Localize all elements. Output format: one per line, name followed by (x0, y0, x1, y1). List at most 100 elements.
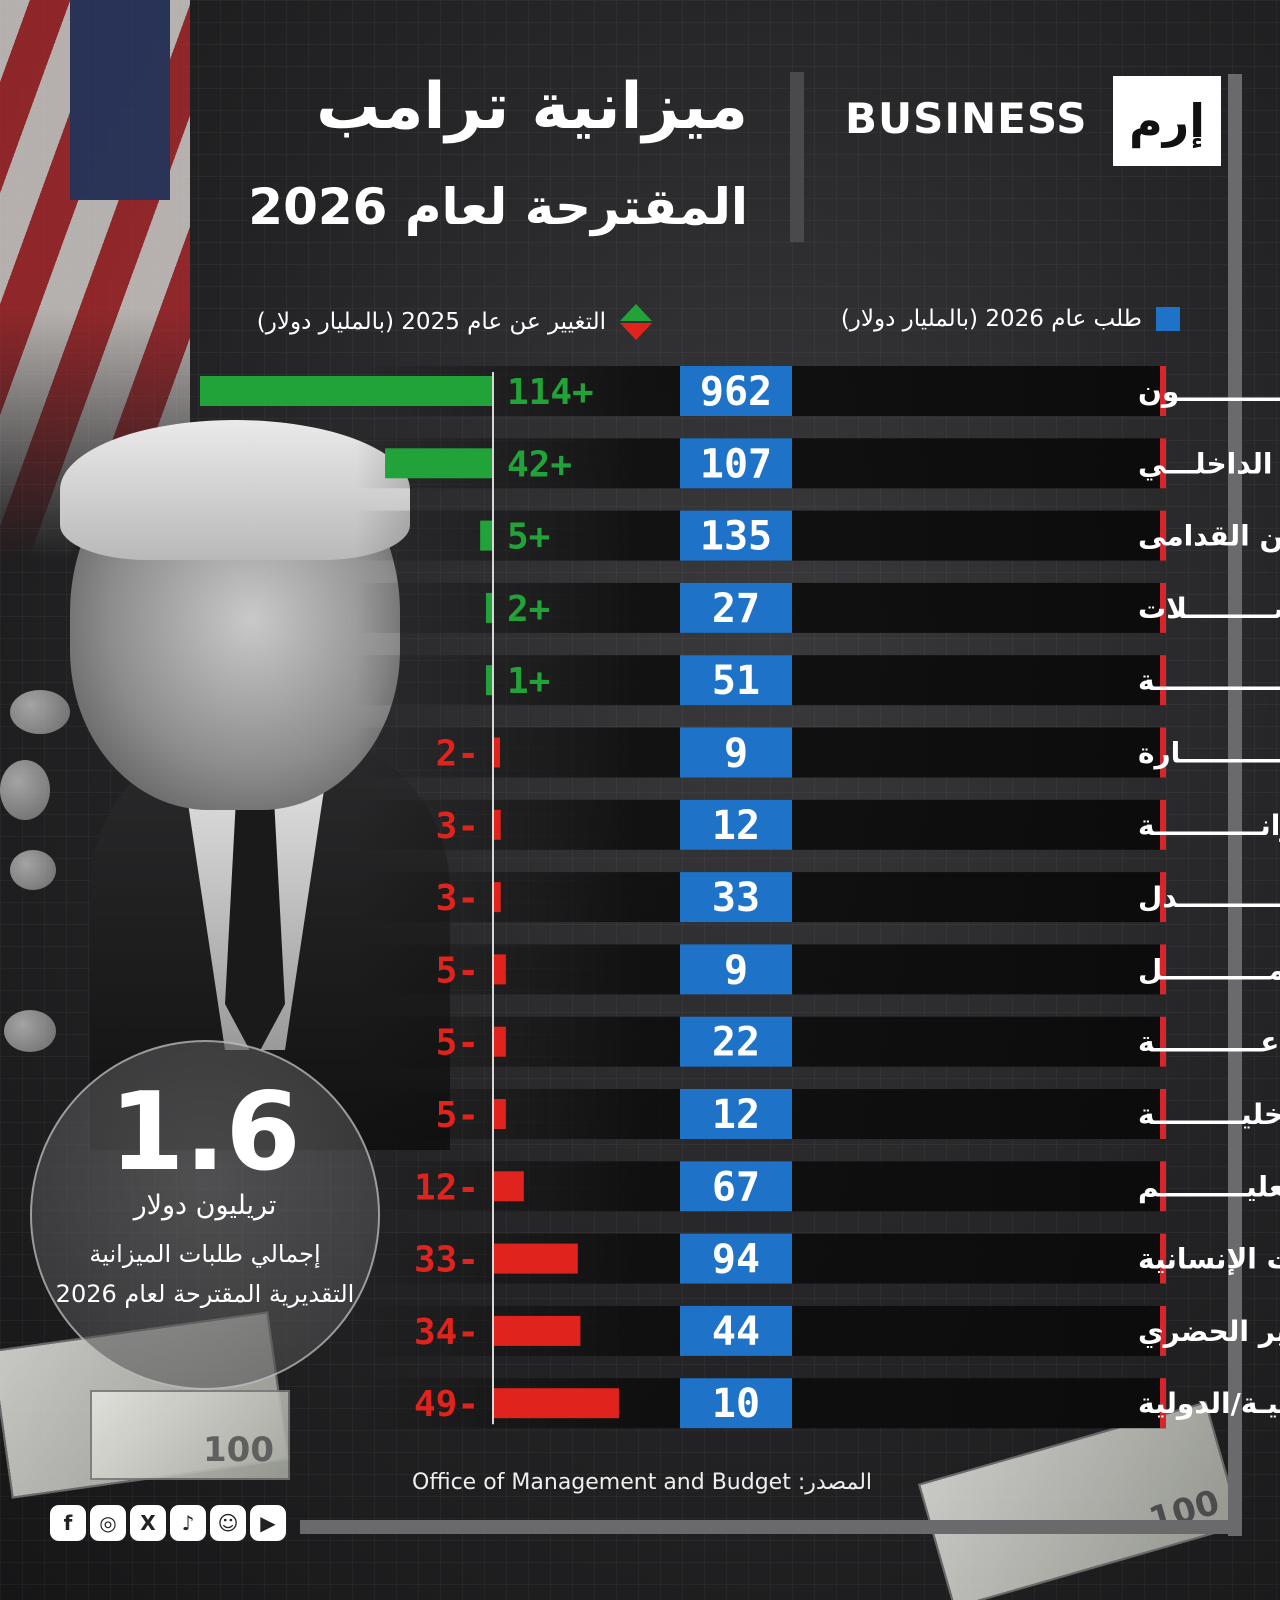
request-bar (680, 1016, 792, 1067)
category-label: التجـــــــــــارة (1138, 737, 1280, 770)
request-bar (680, 1233, 792, 1284)
youtube-icon[interactable]: ▶ (250, 1505, 286, 1541)
brand-name: BUSINESS (845, 94, 1088, 143)
request-bar (680, 872, 792, 923)
row-accent (1160, 944, 1166, 995)
row-accent (1160, 510, 1166, 561)
legend-request: طلب عام 2026 (بالمليار دولار) (841, 306, 1180, 332)
request-value: 51 (712, 658, 760, 704)
request-bar (680, 1378, 792, 1429)
change-bar (493, 1243, 578, 1274)
change-value: 5- (436, 1023, 479, 1064)
request-value: 44 (712, 1309, 760, 1355)
change-bar (493, 809, 501, 840)
request-value: 33 (712, 875, 760, 921)
category-label: الداخليـــــــــة (1138, 1098, 1280, 1131)
total-unit: تريليون دولار (133, 1190, 277, 1221)
change-value: 5- (436, 1095, 479, 1136)
frame-line (300, 1520, 1240, 1534)
row-accent (1160, 1161, 1166, 1212)
request-value: 94 (712, 1237, 760, 1283)
category-label: البنتاغـــــــــــــون (1138, 375, 1280, 408)
change-value: 5+ (507, 517, 550, 558)
request-bar (680, 582, 792, 633)
request-value: 107 (700, 441, 772, 487)
category-label: الخزانـــــــــــة (1138, 809, 1280, 842)
row-accent (1160, 1233, 1166, 1284)
legend-request-label: طلب عام 2026 (بالمليار دولار) (840, 306, 1142, 332)
request-bar (680, 438, 792, 489)
request-value: 10 (712, 1381, 760, 1427)
request-value: 962 (700, 369, 772, 415)
change-value: 49- (414, 1384, 479, 1425)
request-value: 22 (712, 1020, 760, 1066)
facebook-icon[interactable]: f (50, 1505, 86, 1541)
category-label: الإسكان والتطوير الحضري (1138, 1315, 1280, 1348)
change-value: 34- (414, 1312, 479, 1353)
request-value: 9 (724, 947, 748, 993)
social-links: f ◎ X ♪ ☺ ▶ (50, 1505, 286, 1541)
change-value: 114+ (507, 372, 594, 413)
row-accent (1160, 655, 1166, 706)
change-bar (493, 1315, 581, 1346)
category-label: شؤون المحاربين القدامى (1138, 520, 1280, 553)
request-bar (680, 1161, 792, 1212)
change-value: 2- (436, 734, 479, 775)
category-label: التعليـــــــــم (1138, 1170, 1280, 1203)
request-bar (680, 655, 792, 706)
change-bar (486, 592, 493, 623)
tiktok-icon[interactable]: ♪ (170, 1505, 206, 1541)
snapchat-icon[interactable]: ☺ (210, 1505, 246, 1541)
brand-divider (790, 72, 804, 242)
x-icon[interactable]: X (130, 1505, 166, 1541)
request-bar (680, 366, 792, 416)
legend-change: التغيير عن عام 2025 (بالمليار دولار) (257, 304, 652, 340)
request-value: 9 (724, 731, 748, 777)
request-bar (680, 1305, 792, 1356)
category-label: الصحة والخدمات الإنسانية (1138, 1243, 1280, 1276)
cash-stack-image: 100 (90, 1390, 290, 1480)
change-bar (493, 737, 500, 768)
coin-image (10, 850, 56, 890)
coin-image (0, 760, 50, 820)
request-value: 135 (700, 514, 772, 560)
blue-square-icon (1156, 307, 1180, 331)
change-bar (493, 1099, 506, 1129)
row-accent (1160, 727, 1166, 778)
change-value: 2+ (507, 589, 550, 630)
request-bar (680, 799, 792, 850)
change-bar (493, 1388, 619, 1419)
page-title: ميزانية ترامب (316, 70, 748, 144)
total-description: إجمالي طلبات الميزانية التقديرية المقترح… (55, 1240, 355, 1308)
row-accent (1160, 366, 1166, 416)
coin-image (4, 1010, 56, 1052)
request-bar (680, 727, 792, 778)
row-accent (1160, 872, 1166, 923)
row-accent (1160, 582, 1166, 633)
change-value: 12- (414, 1167, 479, 1208)
request-value: 27 (712, 586, 760, 632)
request-value: 12 (712, 803, 760, 849)
frame-line (1228, 74, 1242, 1536)
change-value: 1+ (507, 661, 550, 702)
change-bar (493, 1171, 524, 1202)
change-bar (493, 954, 506, 985)
category-label: العــــــــــــدل (1138, 881, 1280, 914)
brand-logo: إرم (1113, 76, 1221, 166)
category-label: الزراعـــــــــــة (1138, 1026, 1280, 1059)
category-label: الأمـــن الداخلـــي (1138, 446, 1280, 480)
change-value: 3- (436, 806, 479, 847)
category-label: الطاقـــــــــــــة (1138, 664, 1280, 697)
page-subtitle: المقترحة لعام 2026 (248, 178, 748, 236)
legend-change-label: التغيير عن عام 2025 (بالمليار دولار) (256, 309, 606, 335)
change-bar (200, 376, 493, 406)
row-accent (1160, 1378, 1166, 1429)
row-accent (1160, 1016, 1166, 1067)
up-down-triangle-icon (620, 304, 652, 340)
change-value: 33- (414, 1240, 479, 1281)
instagram-icon[interactable]: ◎ (90, 1505, 126, 1541)
row-accent (1160, 1089, 1166, 1139)
category-label: المواصـــــــــلات (1138, 592, 1280, 625)
total-badge: 1.6 تريليون دولار إجمالي طلبات الميزانية… (30, 1040, 380, 1390)
